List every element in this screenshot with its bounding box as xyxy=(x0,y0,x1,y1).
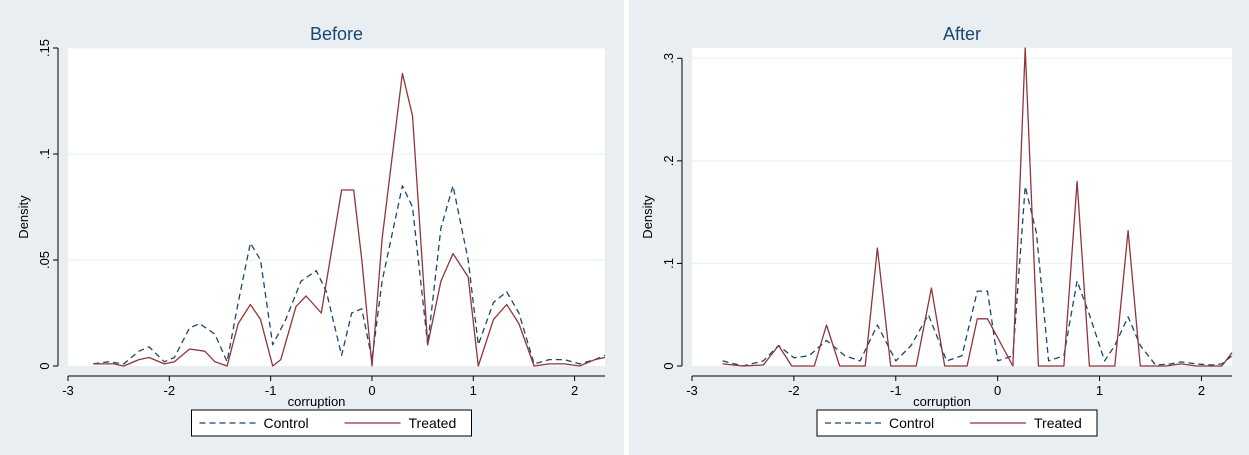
plot-area xyxy=(692,48,1232,366)
legend-label-treated: Treated xyxy=(1034,415,1082,431)
x-tick-label: 1 xyxy=(1096,383,1103,398)
chart-title: After xyxy=(943,24,981,44)
chart-panel-before: Before -3 -2 -1 0 1 2 0 .05 .1 .15 corruption Densit… xyxy=(0,0,624,455)
y-tick-label: .3 xyxy=(661,53,676,64)
y-tick-label: .2 xyxy=(661,155,676,166)
x-tick-label: 1 xyxy=(470,383,477,398)
y-axis-title: Density xyxy=(640,195,655,239)
y-tick-label: 0 xyxy=(661,362,676,369)
legend: Control Treated xyxy=(816,409,1098,437)
legend-label-control: Control xyxy=(889,415,934,431)
x-tick-label: -3 xyxy=(686,383,698,398)
plot-area xyxy=(68,48,605,366)
x-axis-title: corruption xyxy=(913,394,971,409)
x-tick-label: -3 xyxy=(62,383,74,398)
chart-panel-after: After -3 -2 -1 0 1 2 0 .1 .2 .3 corruption Density Co… xyxy=(629,0,1249,455)
series-line-control xyxy=(93,185,606,365)
series-line-treated xyxy=(93,72,606,367)
legend-label-treated: Treated xyxy=(409,415,457,431)
y-tick-label: .1 xyxy=(37,149,52,160)
x-tick-label: -1 xyxy=(265,383,277,398)
x-tick-label: 2 xyxy=(571,383,578,398)
y-axis-title: Density xyxy=(16,195,31,239)
series-line-treated xyxy=(722,47,1233,367)
x-tick-label: -2 xyxy=(788,383,800,398)
x-tick-label: -1 xyxy=(890,383,902,398)
legend-label-control: Control xyxy=(264,415,309,431)
x-tick-label: 2 xyxy=(1198,383,1205,398)
legend-box xyxy=(191,409,472,437)
y-tick-label: .1 xyxy=(661,258,676,269)
x-tick-label: -2 xyxy=(164,383,176,398)
series-line-control xyxy=(722,185,1233,367)
y-tick-label: .15 xyxy=(37,39,52,57)
legend-box xyxy=(816,409,1098,437)
chart-title: Before xyxy=(310,24,363,44)
x-axis-title: corruption xyxy=(288,394,346,409)
y-tick-label: 0 xyxy=(37,362,52,369)
y-tick-label: .05 xyxy=(37,251,52,269)
x-tick-label: 0 xyxy=(368,383,375,398)
legend: Control Treated xyxy=(191,409,472,437)
x-tick-label: 0 xyxy=(994,383,1001,398)
